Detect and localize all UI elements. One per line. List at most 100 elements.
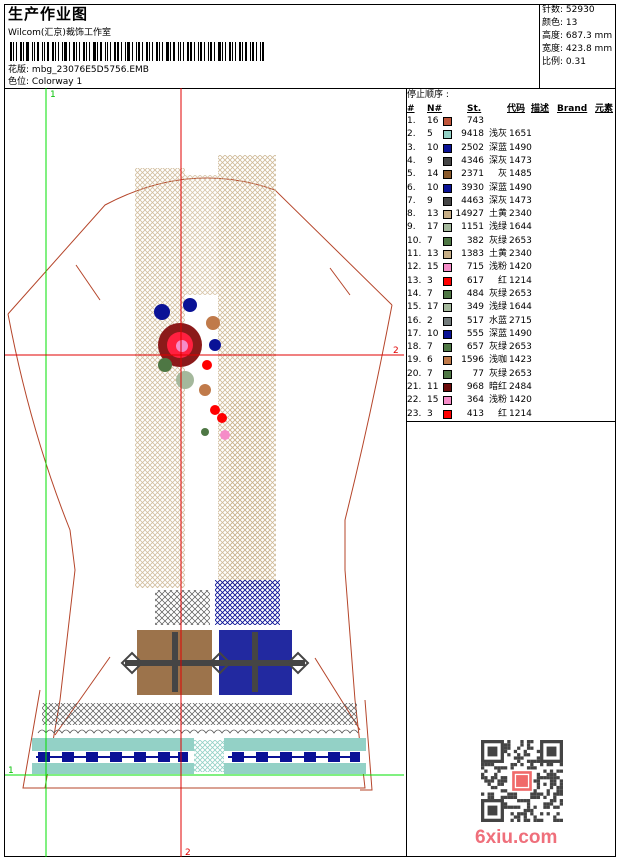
row-desc: 深灰 bbox=[488, 155, 507, 166]
row-code: 1644 bbox=[509, 302, 532, 313]
row-stitches: 968 bbox=[466, 382, 484, 392]
row-stitches: 413 bbox=[466, 408, 484, 419]
color-swatch bbox=[443, 210, 452, 220]
row-needle: 9 bbox=[427, 155, 433, 166]
row-stitches: 4463 bbox=[461, 195, 484, 206]
color-swatch bbox=[443, 170, 452, 180]
row-stitches: 2371 bbox=[461, 169, 484, 180]
col-brand: Brand bbox=[557, 104, 588, 114]
row-index: 7. bbox=[407, 195, 416, 206]
row-needle: 14 bbox=[427, 169, 439, 180]
row-code: 1490 bbox=[509, 328, 532, 339]
red-guide-label-bottom: 2 bbox=[185, 848, 191, 857]
row-code: 1214 bbox=[509, 408, 532, 419]
color-swatch bbox=[443, 130, 452, 140]
row-needle: 15 bbox=[427, 395, 439, 406]
row-desc: 深蓝 bbox=[488, 142, 507, 153]
row-index: 22. bbox=[407, 395, 422, 406]
row-needle: 7 bbox=[427, 288, 433, 299]
row-code: 1473 bbox=[509, 155, 532, 166]
row-desc: 灰绿 bbox=[488, 235, 507, 246]
row-stitches: 715 bbox=[466, 262, 484, 273]
row-stitches: 364 bbox=[466, 395, 484, 406]
color-swatch bbox=[443, 156, 452, 166]
design-scale: 比例: 0.31 bbox=[542, 57, 586, 67]
row-code: 2653 bbox=[509, 288, 532, 299]
file-line: 花版: mbg_23076E5D5756.EMB bbox=[8, 64, 149, 76]
row-code: 2653 bbox=[509, 342, 532, 353]
row-index: 16. bbox=[407, 315, 422, 326]
row-index: 1. bbox=[407, 116, 416, 126]
page-frame bbox=[4, 4, 616, 857]
row-index: 8. bbox=[407, 209, 416, 220]
table-row: 18. 7 657 灰绿 2653 bbox=[407, 341, 616, 354]
row-index: 20. bbox=[407, 368, 422, 379]
row-desc: 灰绿 bbox=[488, 288, 507, 299]
row-code: 1651 bbox=[509, 129, 532, 140]
table-row: 10. 7 382 灰绿 2653 bbox=[407, 235, 616, 248]
row-stitches: 9418 bbox=[461, 129, 484, 140]
row-desc: 暗红 bbox=[488, 382, 507, 392]
row-index: 12. bbox=[407, 262, 422, 273]
row-index: 6. bbox=[407, 182, 416, 193]
barcode bbox=[10, 42, 266, 61]
row-needle: 7 bbox=[427, 235, 433, 246]
row-code: 1420 bbox=[509, 395, 532, 406]
col-index: # bbox=[407, 104, 415, 114]
table-row: 1. 16 743 bbox=[407, 115, 616, 128]
colorway-line: 色位: Colorway 1 bbox=[8, 77, 82, 88]
stitch-count: 针数: 52930 bbox=[542, 5, 595, 15]
watermark-logo: 6xiu.com bbox=[475, 827, 558, 848]
embroidery-top-pattern bbox=[135, 155, 276, 590]
table-divider bbox=[407, 421, 616, 422]
page-title: 生产作业图 bbox=[8, 5, 89, 23]
row-needle: 3 bbox=[427, 408, 433, 419]
color-swatch bbox=[443, 369, 452, 379]
table-row: 13. 3 617 红 1214 bbox=[407, 275, 616, 288]
table-row: 23. 3 413 红 1214 bbox=[407, 408, 616, 421]
row-stitches: 657 bbox=[466, 342, 484, 353]
row-index: 23. bbox=[407, 408, 422, 419]
row-needle: 13 bbox=[427, 209, 439, 220]
row-index: 2. bbox=[407, 129, 416, 140]
row-code: 2340 bbox=[509, 209, 532, 220]
row-desc: 深蓝 bbox=[488, 328, 507, 339]
row-index: 19. bbox=[407, 355, 422, 366]
row-needle: 13 bbox=[427, 249, 439, 259]
row-code: 1490 bbox=[509, 142, 532, 153]
row-code: 1214 bbox=[509, 275, 532, 286]
row-stitches: 1383 bbox=[461, 249, 484, 259]
table-row: 8. 13 14927 土黄 2340 bbox=[407, 208, 616, 221]
table-row: 22. 15 364 浅粉 1420 bbox=[407, 394, 616, 407]
row-index: 17. bbox=[407, 328, 422, 339]
row-index: 3. bbox=[407, 142, 416, 153]
row-code: 2340 bbox=[509, 249, 532, 259]
row-needle: 7 bbox=[427, 368, 433, 379]
row-needle: 9 bbox=[427, 195, 433, 206]
row-stitches: 2502 bbox=[461, 142, 484, 153]
table-row: 12. 15 715 浅粉 1420 bbox=[407, 261, 616, 274]
header: 生产作业图 Wilcom(汇京)裁饰工作室 花版: mbg_23076E5D57… bbox=[4, 4, 616, 89]
row-desc: 灰绿 bbox=[488, 368, 507, 379]
design-preview: 1 1 2 2 bbox=[4, 88, 407, 858]
table-row: 14. 7 484 灰绿 2653 bbox=[407, 288, 616, 301]
row-needle: 5 bbox=[427, 129, 433, 140]
row-needle: 2 bbox=[427, 315, 433, 326]
row-needle: 10 bbox=[427, 182, 439, 193]
color-swatch bbox=[443, 356, 452, 366]
row-stitches: 517 bbox=[466, 315, 484, 326]
row-desc: 浅咖 bbox=[488, 355, 507, 366]
color-swatch bbox=[443, 289, 452, 299]
row-index: 10. bbox=[407, 235, 422, 246]
table-row: 21. 11 968 暗红 2484 bbox=[407, 381, 616, 394]
table-row: 7. 9 4463 深灰 1473 bbox=[407, 195, 616, 208]
row-index: 9. bbox=[407, 222, 416, 233]
color-swatch bbox=[443, 343, 452, 353]
color-swatch bbox=[443, 183, 452, 193]
col-desc: 描述 bbox=[531, 104, 550, 114]
table-row: 17. 10 555 深蓝 1490 bbox=[407, 328, 616, 341]
design-height: 高度: 687.3 mm bbox=[542, 31, 613, 41]
colorway-label: 色位: bbox=[8, 77, 30, 87]
row-needle: 17 bbox=[427, 302, 439, 313]
green-guide-label-top: 1 bbox=[50, 90, 56, 100]
